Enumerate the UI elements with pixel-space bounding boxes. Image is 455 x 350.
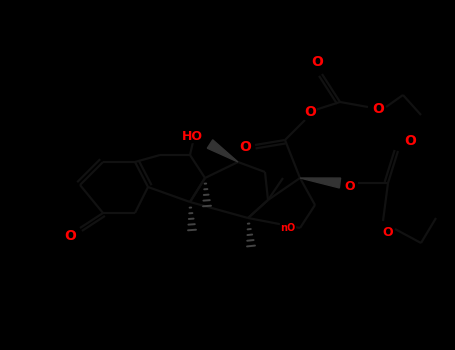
Text: O: O xyxy=(64,229,76,243)
Text: O: O xyxy=(372,102,384,116)
Text: O: O xyxy=(404,134,416,148)
Text: O: O xyxy=(304,105,316,119)
Text: HO: HO xyxy=(182,130,202,142)
Text: O: O xyxy=(383,226,393,239)
Text: nO: nO xyxy=(280,223,296,233)
Text: O: O xyxy=(345,180,355,193)
Text: O: O xyxy=(239,140,251,154)
Polygon shape xyxy=(300,178,341,188)
Text: O: O xyxy=(311,55,323,69)
Polygon shape xyxy=(207,140,238,162)
